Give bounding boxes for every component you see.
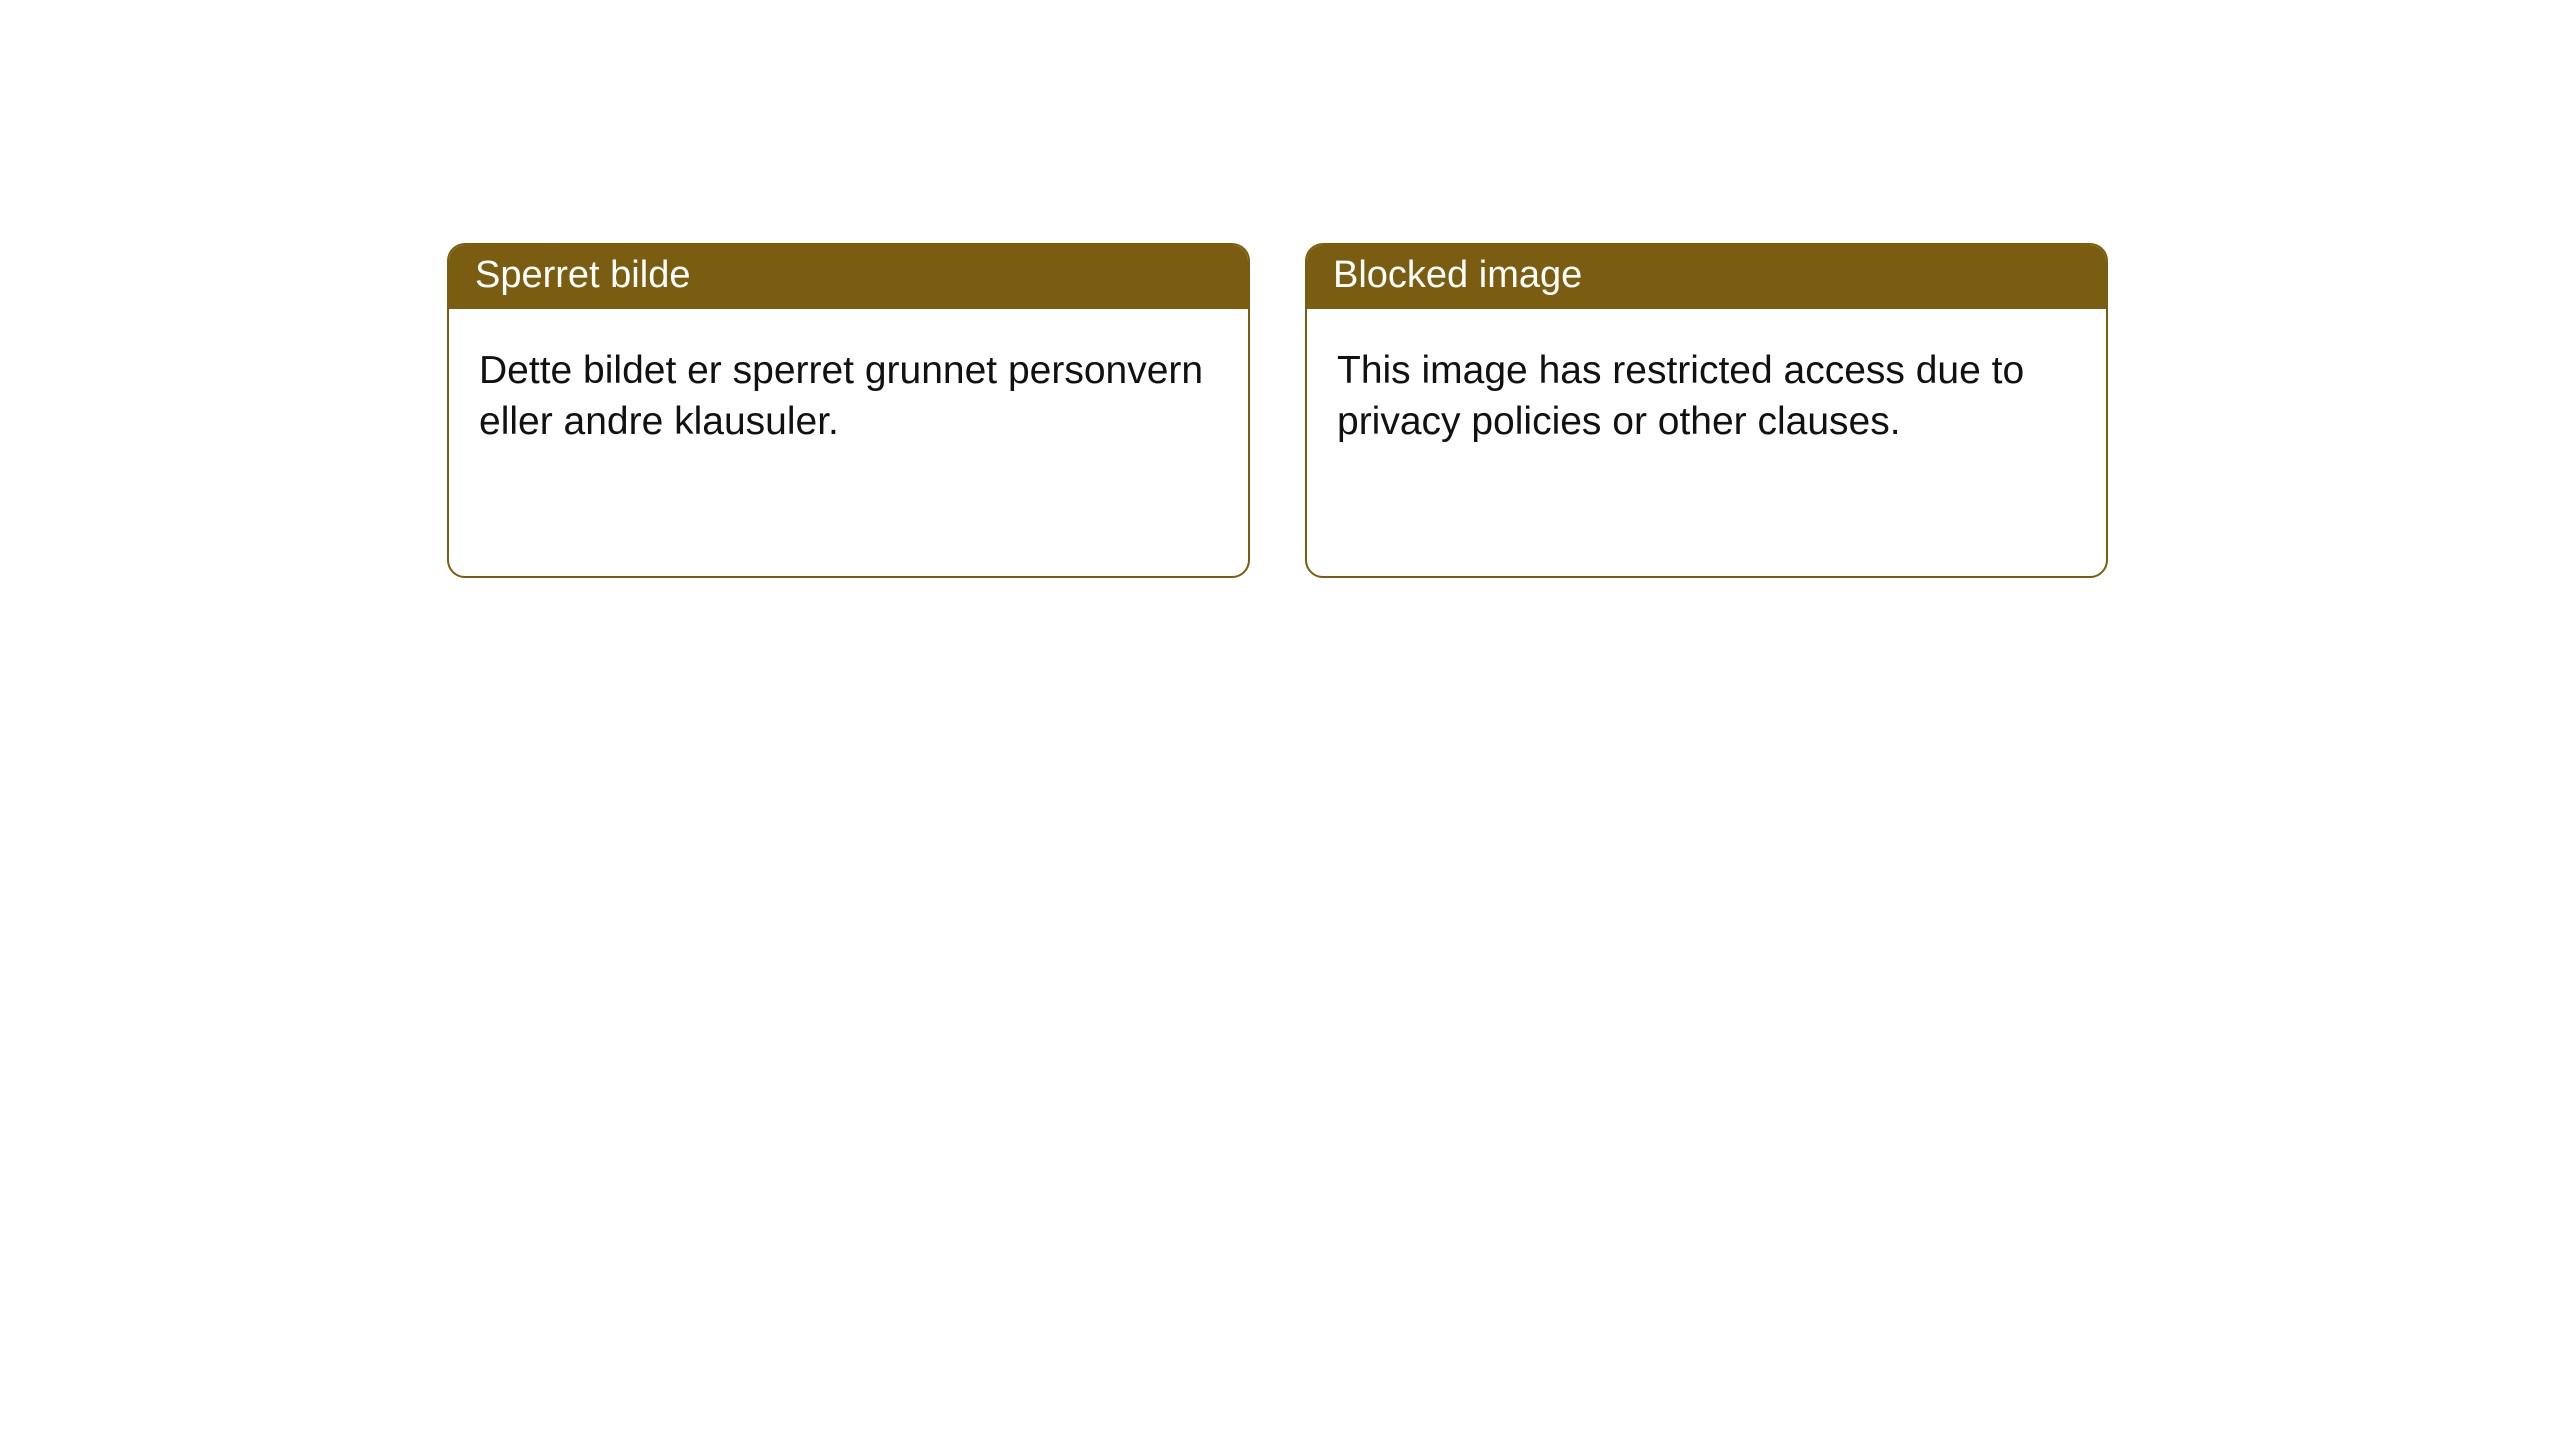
notice-card-norwegian: Sperret bilde Dette bildet er sperret gr… bbox=[447, 243, 1250, 578]
notice-card-body: This image has restricted access due to … bbox=[1307, 309, 2106, 468]
notice-card-body: Dette bildet er sperret grunnet personve… bbox=[449, 309, 1248, 468]
notice-card-title: Blocked image bbox=[1307, 245, 2106, 309]
notice-card-english: Blocked image This image has restricted … bbox=[1305, 243, 2108, 578]
notice-card-title: Sperret bilde bbox=[449, 245, 1248, 309]
notice-card-row: Sperret bilde Dette bildet er sperret gr… bbox=[447, 243, 2108, 578]
